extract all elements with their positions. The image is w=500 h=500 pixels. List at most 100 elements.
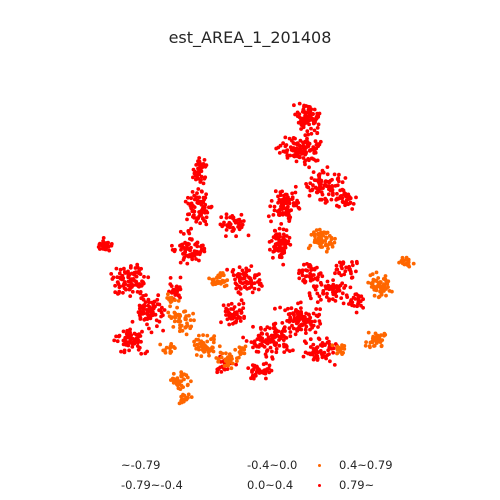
map-point [255,365,260,370]
map-point [197,195,202,200]
map-point [138,309,143,314]
map-point [387,289,392,293]
map-point [207,353,211,358]
map-point [151,306,156,311]
map-point [134,274,139,279]
map-point [357,294,362,299]
map-point [137,303,142,308]
map-point [202,346,207,350]
map-point [334,263,339,268]
map-point [343,283,348,288]
map-point [225,367,230,371]
map-point [273,189,278,194]
map-point [135,344,140,348]
map-point [328,187,333,192]
map-point [231,312,236,317]
map-point [130,345,135,349]
map-point [302,315,307,320]
map-point [196,187,201,191]
map-point [255,344,259,349]
map-point [303,152,308,157]
map-point [281,334,286,338]
map-point [333,236,337,241]
map-point [202,176,207,181]
map-point [278,241,283,246]
map-point [351,202,356,206]
map-point [329,346,334,351]
map-point [314,307,319,311]
map-point [127,287,132,292]
map-point [212,277,216,282]
map-point [337,260,342,265]
map-point [229,366,234,371]
map-point [179,383,184,388]
map-point [385,282,390,286]
map-point [291,326,296,331]
map-point [121,290,125,295]
map-point [180,397,184,402]
map-point [240,351,245,355]
map-point [213,281,218,286]
map-point [286,204,290,209]
map-point [305,274,309,278]
map-point [218,365,223,370]
map-point [280,321,285,325]
map-point [301,354,306,359]
map-point [139,351,144,356]
map-point [307,193,312,198]
map-point [318,280,323,285]
map-point [145,322,149,327]
map-point [287,217,292,222]
map-point [346,202,350,207]
map-point [326,246,330,251]
map-point [263,371,268,376]
map-point [238,275,242,279]
map-point [114,266,119,271]
map-point [308,293,312,298]
map-point [175,305,180,310]
map-point [323,239,328,243]
map-point [364,340,368,344]
map-point [255,273,259,278]
map-point [335,191,339,196]
map-point [270,336,275,341]
map-point [168,349,173,354]
map-point [325,279,330,284]
map-point [314,228,319,233]
map-point [368,340,373,345]
map-point [284,143,289,147]
map-point [198,167,203,172]
map-point [240,268,245,273]
map-point [354,269,358,274]
map-point [195,191,199,196]
map-point [279,252,283,257]
map-point [239,212,244,217]
map-point [344,194,348,199]
map-point [288,330,293,334]
map-point [379,333,383,337]
map-point [332,363,337,367]
map-point [308,327,312,332]
map-point [134,332,139,337]
map-point [325,230,330,235]
map-point [318,271,323,275]
map-point [185,383,190,388]
map-point [350,263,355,268]
map-point [287,318,292,322]
map-point [172,319,177,324]
map-point [329,197,334,202]
map-point [224,234,228,239]
map-point [183,316,188,321]
map-point [262,339,266,344]
map-point [374,288,379,293]
map-point [235,312,239,316]
map-point [312,119,316,124]
map-point [330,177,334,182]
map-point [285,156,290,160]
map-point [196,338,201,342]
map-point [377,339,382,344]
map-point [266,335,271,340]
map-point [303,327,308,332]
map-point [334,294,339,299]
map-point [316,189,321,194]
